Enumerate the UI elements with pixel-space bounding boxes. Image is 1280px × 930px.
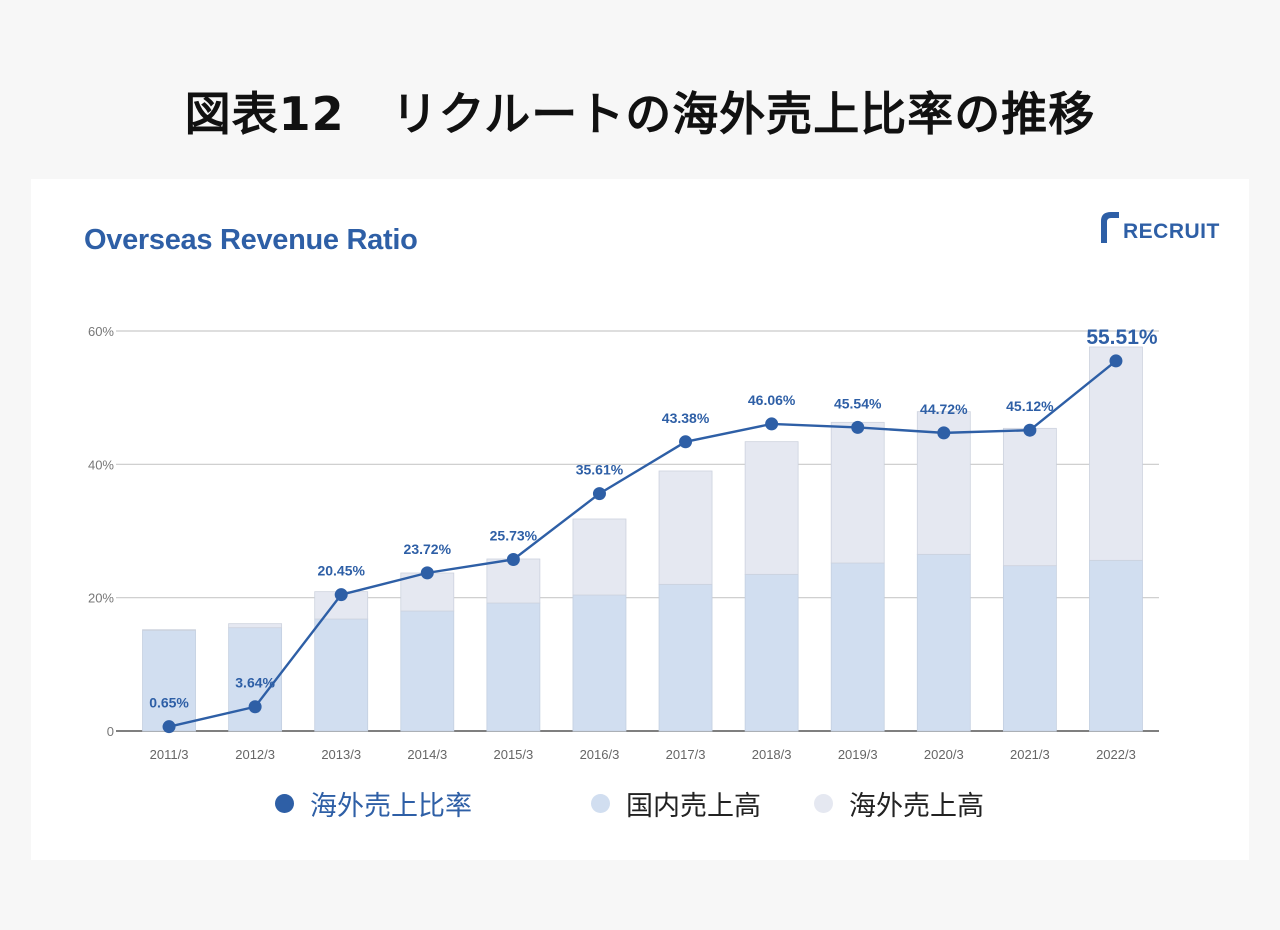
bar-overseas: [658, 470, 713, 585]
bar-domestic: [572, 594, 627, 732]
x-tick-label: 2012/3: [235, 747, 275, 762]
chart-legend: 海外売上比率 国内売上高 海外売上高: [31, 784, 1249, 823]
data-label: 25.73%: [490, 527, 538, 543]
recruit-logo-mark-icon: [1101, 212, 1119, 243]
legend-label-overseas-ratio: 海外売上比率: [310, 791, 472, 822]
page-title: 図表12 リクルートの海外売上比率の推移: [184, 87, 1096, 141]
line-point: [334, 588, 348, 602]
legend-item-overseas-ratio: 海外売上比率: [275, 784, 472, 823]
data-label: 43.38%: [662, 410, 710, 426]
x-tick-label: 2020/3: [924, 747, 964, 762]
chart-title: Overseas Revenue Ratio: [84, 224, 418, 256]
legend-swatch-line: [275, 794, 294, 813]
line-point: [248, 700, 262, 714]
bar-overseas: [916, 411, 971, 555]
legend-label-overseas-revenue: 海外売上高: [849, 791, 984, 822]
legend-item-overseas-revenue: 海外売上高: [814, 784, 984, 823]
data-label: 55.51%: [1086, 326, 1158, 349]
bar-domestic: [400, 610, 455, 732]
data-label: 0.65%: [149, 695, 189, 711]
bar-domestic: [916, 553, 971, 732]
y-tick-label: 20%: [88, 591, 114, 606]
x-tick-label: 2013/3: [321, 747, 361, 762]
bar-domestic: [1002, 565, 1057, 732]
line-point: [1109, 354, 1123, 368]
bar-domestic: [658, 583, 713, 732]
line-overseas-ratio: [168, 359, 1117, 728]
bar-domestic: [486, 602, 541, 732]
bar-overseas: [830, 421, 885, 564]
x-tick-label: 2017/3: [666, 747, 706, 762]
legend-swatch-overseas: [814, 794, 833, 813]
data-label: 45.54%: [834, 395, 882, 411]
bar-overseas: [744, 441, 799, 575]
data-label: 23.72%: [404, 541, 452, 557]
chart-card: Overseas Revenue Ratio RECRUIT 0 20% 40% 60…: [31, 179, 1249, 860]
chart-plot: 0 20% 40% 60% 2011/3 2012/3 2013/3 2014/3 2015/3…: [88, 324, 1159, 762]
y-tick-label: 40%: [88, 457, 114, 472]
x-tick-label: 2022/3: [1096, 747, 1136, 762]
data-label: 35.61%: [576, 462, 624, 478]
x-tick-label: 2011/3: [150, 747, 189, 762]
x-tick-label: 2019/3: [838, 747, 878, 762]
line-point: [937, 426, 951, 440]
line-point: [420, 566, 434, 580]
bar-overseas: [142, 629, 196, 631]
x-tick-label: 2014/3: [407, 747, 447, 762]
data-label: 20.45%: [317, 563, 365, 579]
bar-domestic: [142, 629, 196, 732]
x-tick-label: 2016/3: [580, 747, 620, 762]
bar-domestic: [744, 573, 799, 732]
legend-label-domestic-revenue: 国内売上高: [626, 791, 761, 822]
legend-swatch-domestic: [591, 794, 610, 813]
line-point: [851, 420, 865, 434]
x-tick-label: 2015/3: [493, 747, 533, 762]
bar-domestic: [830, 562, 885, 732]
data-label: 44.72%: [920, 401, 968, 417]
y-tick-label: 0: [107, 724, 114, 739]
bar-overseas: [1089, 346, 1143, 561]
line-point: [1023, 423, 1037, 437]
bar-domestic: [1089, 559, 1143, 732]
line-point: [765, 417, 779, 431]
recruit-logo-text: RECRUIT: [1123, 220, 1220, 243]
line-point: [506, 552, 520, 566]
data-label: 3.64%: [235, 675, 275, 691]
data-label: 45.12%: [1006, 398, 1054, 414]
x-tick-label: 2018/3: [752, 747, 792, 762]
bar-overseas: [228, 623, 283, 629]
x-tick-label: 2021/3: [1010, 747, 1050, 762]
bar-domestic: [228, 627, 283, 732]
line-point: [162, 720, 176, 734]
line-point: [679, 435, 693, 449]
line-point: [592, 487, 606, 501]
bar-overseas: [572, 518, 627, 596]
bar-overseas: [1002, 427, 1057, 567]
y-tick-label: 60%: [88, 324, 114, 339]
bar-domestic: [314, 618, 369, 732]
data-label: 46.06%: [748, 392, 796, 408]
legend-item-domestic-revenue: 国内売上高: [591, 784, 761, 823]
